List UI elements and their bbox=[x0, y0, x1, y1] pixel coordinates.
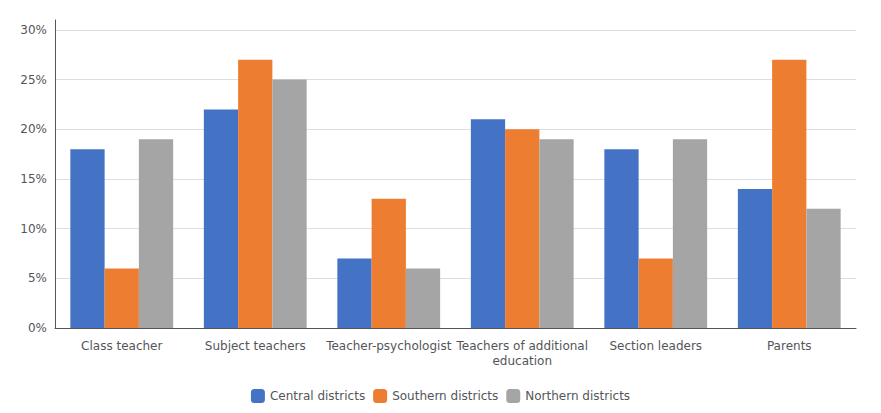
svg-text:10%: 10% bbox=[20, 222, 47, 236]
svg-text:Northern districts: Northern districts bbox=[525, 389, 630, 403]
svg-text:25%: 25% bbox=[20, 73, 47, 87]
svg-text:20%: 20% bbox=[20, 122, 47, 136]
svg-text:Subject teachers: Subject teachers bbox=[205, 339, 306, 353]
svg-text:Central districts: Central districts bbox=[270, 389, 365, 403]
svg-text:Teacher-psychologist: Teacher-psychologist bbox=[325, 339, 452, 353]
svg-text:Southern districts: Southern districts bbox=[392, 389, 498, 403]
svg-text:Teachers of additional: Teachers of additional bbox=[455, 339, 588, 353]
svg-text:30%: 30% bbox=[20, 23, 47, 37]
svg-text:Section leaders: Section leaders bbox=[609, 339, 702, 353]
svg-text:Parents: Parents bbox=[767, 339, 812, 353]
svg-text:5%: 5% bbox=[28, 271, 47, 285]
svg-text:15%: 15% bbox=[20, 172, 47, 186]
svg-text:Class teacher: Class teacher bbox=[81, 339, 162, 353]
svg-text:education: education bbox=[492, 354, 552, 368]
svg-text:0%: 0% bbox=[28, 321, 47, 335]
